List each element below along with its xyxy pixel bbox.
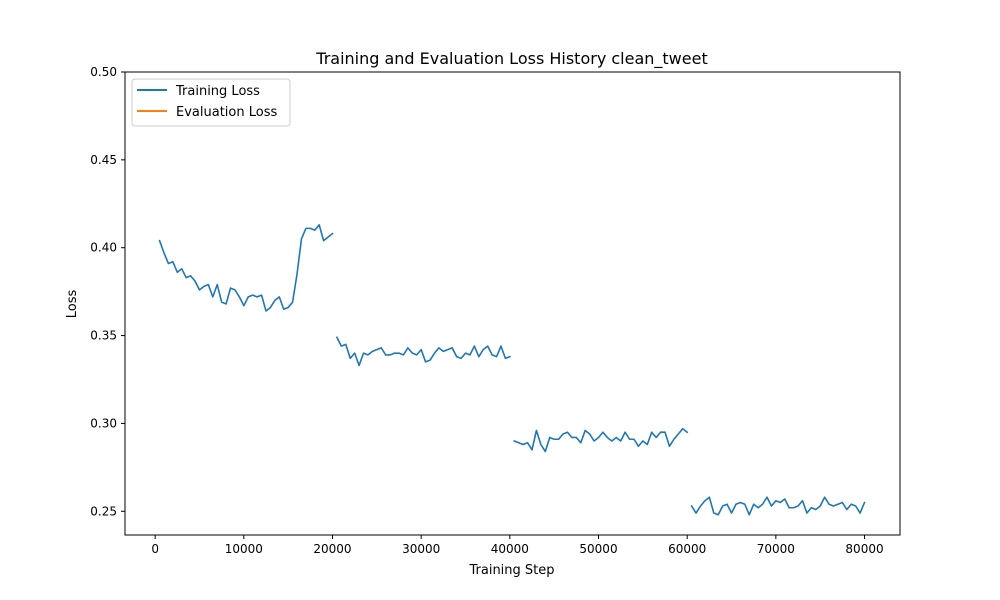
x-tick-label: 10000	[225, 542, 263, 556]
y-axis: 0.25 0.30 0.35 0.40 0.45 0.50	[90, 65, 125, 518]
y-tick-label: 0.30	[90, 416, 117, 430]
x-tick-label: 70000	[757, 542, 795, 556]
x-tick-label: 40000	[491, 542, 529, 556]
y-tick-label: 0.50	[90, 65, 117, 79]
y-axis-label: Loss	[65, 290, 80, 319]
chart-title: Training and Evaluation Loss History cle…	[315, 49, 707, 69]
x-axis: 0 10000 20000 30000 40000 50000 60000 70000 8000…	[151, 535, 884, 556]
series-line-training-segment-2	[335, 336, 511, 367]
y-tick-label: 0.25	[90, 504, 117, 518]
series-layer	[158, 224, 866, 516]
y-tick-label: 0.45	[90, 153, 117, 167]
legend-label-evaluation: Evaluation Loss	[176, 105, 277, 120]
plot-frame	[124, 71, 901, 536]
legend: Training Loss Evaluation Loss	[131, 78, 291, 127]
series-line-training-segment-4	[690, 496, 866, 516]
x-tick-label: 30000	[402, 542, 440, 556]
x-tick-label: 20000	[313, 542, 351, 556]
series-line-training-segment-3	[513, 427, 689, 453]
legend-label-training: Training Loss	[175, 84, 260, 99]
x-tick-label: 0	[151, 542, 159, 556]
x-tick-label: 60000	[668, 542, 706, 556]
legend-box	[131, 78, 291, 127]
y-tick-label: 0.40	[90, 241, 117, 255]
x-tick-label: 50000	[579, 542, 617, 556]
x-tick-label: 80000	[845, 542, 883, 556]
x-axis-label: Training Step	[468, 563, 554, 578]
y-tick-label: 0.35	[90, 329, 117, 343]
series-line-training-segment-1	[158, 224, 334, 312]
